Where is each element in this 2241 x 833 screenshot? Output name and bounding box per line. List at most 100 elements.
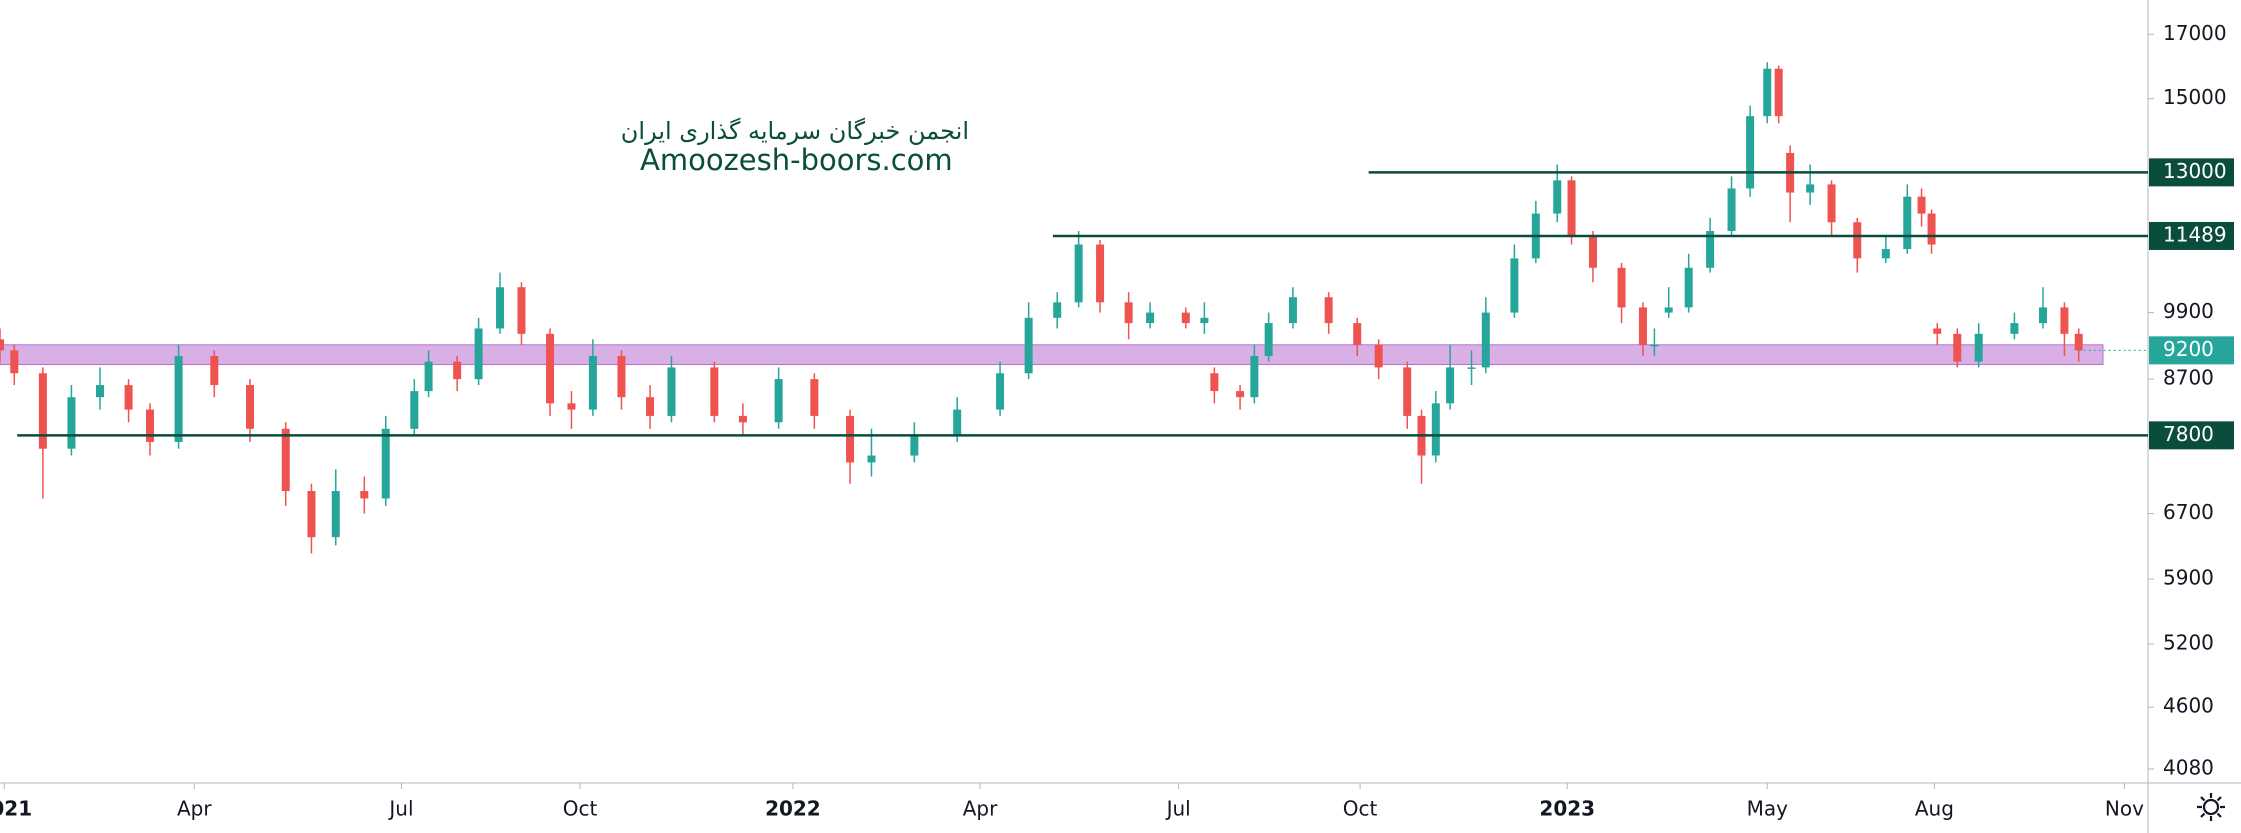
candle-body (1927, 213, 1936, 245)
candle-body (1588, 235, 1597, 268)
candle-body (2038, 307, 2047, 324)
level-box (2149, 158, 2234, 187)
x-tick-label: May (1747, 797, 1789, 821)
x-tick-label: 2022 (765, 797, 821, 821)
last-price-label: 9200 (2163, 337, 2214, 361)
candle-body (1236, 391, 1245, 398)
settings-icon[interactable] (2197, 793, 2225, 821)
candle-body (1617, 267, 1626, 308)
candle-body (1024, 317, 1033, 374)
candle-body (1467, 367, 1476, 369)
candle-body (381, 428, 390, 499)
candle-body (1763, 68, 1772, 117)
watermark-persian: انجمن خبرگان سرمایه گذاری ایران (621, 117, 969, 145)
level-label: 11489 (2163, 222, 2227, 246)
y-tick-label: 4080 (2163, 755, 2214, 779)
candle-body (774, 379, 783, 423)
candle-body (1953, 333, 1962, 362)
candle-body (710, 367, 719, 416)
candle-body (1974, 333, 1983, 362)
candle-body (810, 379, 819, 416)
candle-body (1567, 180, 1576, 236)
candle-body (1553, 180, 1562, 214)
candle-body (738, 415, 747, 423)
candle-body (246, 385, 255, 429)
candle-body (146, 409, 155, 442)
candle-body (1510, 258, 1519, 313)
x-tick-label: Apr (177, 797, 212, 821)
candle-body (67, 397, 76, 449)
candle-body (1146, 312, 1155, 324)
y-tick-label: 6700 (2163, 500, 2214, 524)
candle-body (210, 355, 219, 386)
x-tick-label: Oct (563, 797, 598, 821)
candle-body (1638, 307, 1647, 345)
candle-body (1181, 312, 1190, 324)
candle-body (1806, 184, 1815, 193)
candle-body (517, 287, 526, 334)
candle-body (910, 435, 919, 456)
candle-body (1403, 367, 1412, 416)
candle-body (567, 403, 576, 410)
candle-body (953, 409, 962, 436)
x-tick-label: Oct (1343, 797, 1378, 821)
last-price-box (2149, 336, 2234, 365)
x-tick-label: 2023 (1539, 797, 1595, 821)
candle-body (10, 350, 19, 374)
candle-body (1650, 344, 1659, 347)
candle-body (617, 355, 626, 398)
candle-body (846, 415, 855, 463)
x-tick-label: 2021 (0, 797, 32, 821)
x-tick-label: Jul (387, 797, 413, 821)
y-tick-label: 17000 (2163, 21, 2227, 45)
watermark-site: Amoozesh-boors.com (640, 143, 953, 177)
candle-body (667, 367, 676, 416)
level-label: 13000 (2163, 159, 2227, 183)
candle-body (424, 361, 433, 392)
candle-body (1481, 312, 1490, 368)
candle-body (453, 361, 462, 380)
candle-body (0, 339, 4, 351)
candle-body (307, 491, 316, 538)
candle-body (1684, 267, 1693, 308)
candle-body (1210, 373, 1219, 392)
candle-body (38, 373, 47, 449)
y-tick-label: 8700 (2163, 366, 2214, 390)
candle-body (1746, 116, 1755, 189)
candle-body (2060, 307, 2069, 334)
candle-body (996, 373, 1005, 410)
candle-body (2010, 323, 2019, 334)
candle-body (646, 397, 655, 416)
candle-body (1431, 403, 1440, 456)
candle-body (1250, 355, 1259, 398)
candle-body (1827, 184, 1836, 223)
candle-body (1446, 367, 1455, 404)
candle-body (1374, 344, 1383, 368)
y-tick-label: 4600 (2163, 694, 2214, 718)
level-label: 7800 (2163, 422, 2214, 446)
candle-body (360, 491, 369, 499)
candle-body (1774, 68, 1783, 117)
x-tick-label: Jul (1165, 797, 1191, 821)
candle-body (474, 328, 483, 380)
level-box (2149, 221, 2234, 250)
candle-body (1903, 196, 1912, 250)
candle-body (1853, 222, 1862, 259)
candle-body (1933, 328, 1942, 334)
candle-body (1264, 323, 1273, 356)
y-tick-label: 5200 (2163, 631, 2214, 655)
y-tick-label: 9900 (2163, 299, 2214, 323)
candle-body (1200, 317, 1209, 324)
candle-body (1706, 231, 1715, 268)
candle-body (1881, 249, 1890, 259)
candle-body (1053, 302, 1062, 318)
level-box (2149, 421, 2234, 450)
candle-body (496, 287, 505, 329)
support-zone (0, 344, 2104, 366)
candle-body (410, 391, 419, 429)
candle-body (867, 455, 876, 463)
candle-body (124, 385, 133, 410)
candle-body (2074, 333, 2083, 351)
y-tick-label: 5900 (2163, 566, 2214, 590)
